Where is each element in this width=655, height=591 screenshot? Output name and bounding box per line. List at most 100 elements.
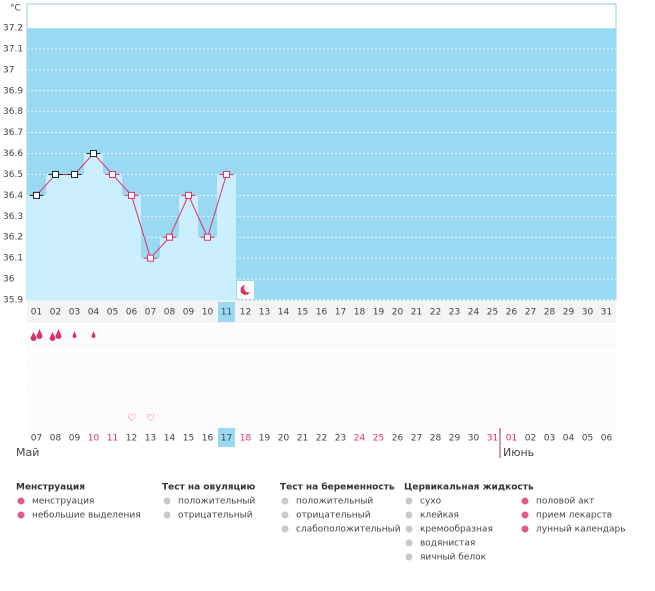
date-label: 11 bbox=[107, 434, 118, 444]
marker bbox=[109, 170, 116, 178]
date-label: 20 bbox=[278, 434, 290, 444]
legend-item: отрицательный bbox=[178, 511, 253, 521]
date-label: 15 bbox=[183, 434, 194, 444]
legend-item: яичный белок bbox=[420, 553, 487, 563]
date-label: 25 bbox=[373, 434, 384, 444]
y-tick-label: 37.1 bbox=[3, 44, 23, 54]
legend-item: положительный bbox=[296, 497, 373, 507]
legend-item: прием лекарств bbox=[536, 511, 612, 521]
drop-icon bbox=[49, 329, 62, 341]
day-row bbox=[27, 301, 616, 323]
legend-title: Тест на овуляцию bbox=[162, 483, 255, 493]
y-tick-label: 37.2 bbox=[3, 24, 23, 34]
area-bar bbox=[160, 237, 179, 300]
date-label: 17 bbox=[221, 434, 232, 444]
y-tick-label: 36.8 bbox=[3, 107, 23, 117]
area-bar bbox=[46, 174, 65, 300]
marker bbox=[147, 254, 154, 262]
date-label: 27 bbox=[411, 434, 422, 444]
date-label: 24 bbox=[354, 434, 366, 444]
day-label: 10 bbox=[202, 308, 214, 318]
area-bar bbox=[103, 174, 122, 300]
day-label: 18 bbox=[354, 308, 366, 318]
area-bar bbox=[141, 258, 160, 300]
legend-icon bbox=[17, 511, 25, 519]
legend-icon bbox=[281, 511, 289, 519]
legend-icon bbox=[405, 511, 413, 519]
date-label: 13 bbox=[145, 434, 156, 444]
marker bbox=[166, 233, 173, 241]
legend-icon bbox=[281, 497, 289, 505]
day-label: 02 bbox=[50, 308, 61, 318]
day-label: 05 bbox=[107, 308, 118, 318]
legend-icon bbox=[405, 497, 413, 505]
today-date bbox=[218, 428, 235, 447]
y-tick-label: 35.9 bbox=[3, 296, 23, 306]
date-label: 07 bbox=[31, 434, 42, 444]
legend-item: водянистая bbox=[420, 539, 475, 549]
day-label: 12 bbox=[240, 308, 251, 318]
area-bar bbox=[27, 195, 46, 300]
y-tick-label: 37 bbox=[3, 65, 14, 75]
y-tick-label: 36.5 bbox=[3, 170, 23, 180]
drop-icon bbox=[91, 331, 96, 338]
y-tick-label: 36.6 bbox=[3, 149, 23, 159]
day-label: 30 bbox=[582, 308, 594, 318]
today-cell bbox=[218, 302, 235, 322]
area-bar bbox=[84, 153, 103, 300]
legend-title: Тест на беременность bbox=[280, 482, 395, 493]
date-label: 09 bbox=[69, 434, 81, 444]
date-label: 01 bbox=[506, 434, 517, 444]
day-label: 27 bbox=[525, 308, 536, 318]
day-label: 03 bbox=[69, 308, 80, 318]
legend-icon bbox=[405, 553, 413, 561]
legend-icon bbox=[405, 539, 413, 547]
legend-item: отрицательный bbox=[296, 511, 371, 521]
date-label: 22 bbox=[316, 434, 327, 444]
legend-title: Менструация bbox=[16, 483, 85, 493]
heart-icon: ♡ bbox=[146, 413, 155, 424]
date-label: 29 bbox=[449, 434, 461, 444]
legend-item: небольшие выделения bbox=[32, 511, 141, 521]
day-label: 13 bbox=[259, 308, 270, 318]
marker bbox=[185, 191, 192, 199]
month-label: Июнь bbox=[503, 446, 534, 459]
date-label: 08 bbox=[50, 434, 62, 444]
legend-icon bbox=[163, 497, 171, 505]
day-label: 28 bbox=[544, 308, 556, 318]
area-bar bbox=[65, 174, 84, 300]
y-tick-label: 36.4 bbox=[3, 191, 23, 201]
legend-icon bbox=[405, 525, 413, 533]
unit-label: °C bbox=[10, 4, 21, 14]
legend-icon bbox=[281, 525, 289, 533]
area-bar bbox=[122, 195, 141, 300]
marker bbox=[90, 150, 97, 158]
y-tick-label: 36.3 bbox=[3, 212, 23, 222]
day-label: 17 bbox=[335, 308, 346, 318]
legend-icon bbox=[521, 525, 529, 533]
y-tick-label: 36.9 bbox=[3, 86, 23, 96]
area-bar bbox=[198, 237, 217, 300]
day-label: 19 bbox=[373, 308, 385, 318]
date-label: 18 bbox=[240, 434, 252, 444]
date-label: 06 bbox=[601, 434, 613, 444]
date-label: 02 bbox=[525, 434, 536, 444]
day-label: 25 bbox=[487, 308, 498, 318]
legend-icon bbox=[521, 497, 529, 505]
date-label: 28 bbox=[430, 434, 442, 444]
day-label: 04 bbox=[88, 308, 100, 318]
date-label: 16 bbox=[202, 434, 214, 444]
marker bbox=[33, 191, 40, 199]
marker bbox=[71, 170, 78, 178]
legend-item: лунный календарь bbox=[536, 525, 626, 535]
date-label: 31 bbox=[487, 434, 498, 444]
day-label: 21 bbox=[411, 308, 422, 318]
moon-cut bbox=[244, 283, 253, 293]
legend-item: клейкая bbox=[420, 511, 459, 521]
day-label: 07 bbox=[145, 308, 156, 318]
date-label: 21 bbox=[297, 434, 308, 444]
day-label: 26 bbox=[506, 308, 518, 318]
date-label: 30 bbox=[468, 434, 480, 444]
legend-item: сухо bbox=[420, 497, 442, 507]
